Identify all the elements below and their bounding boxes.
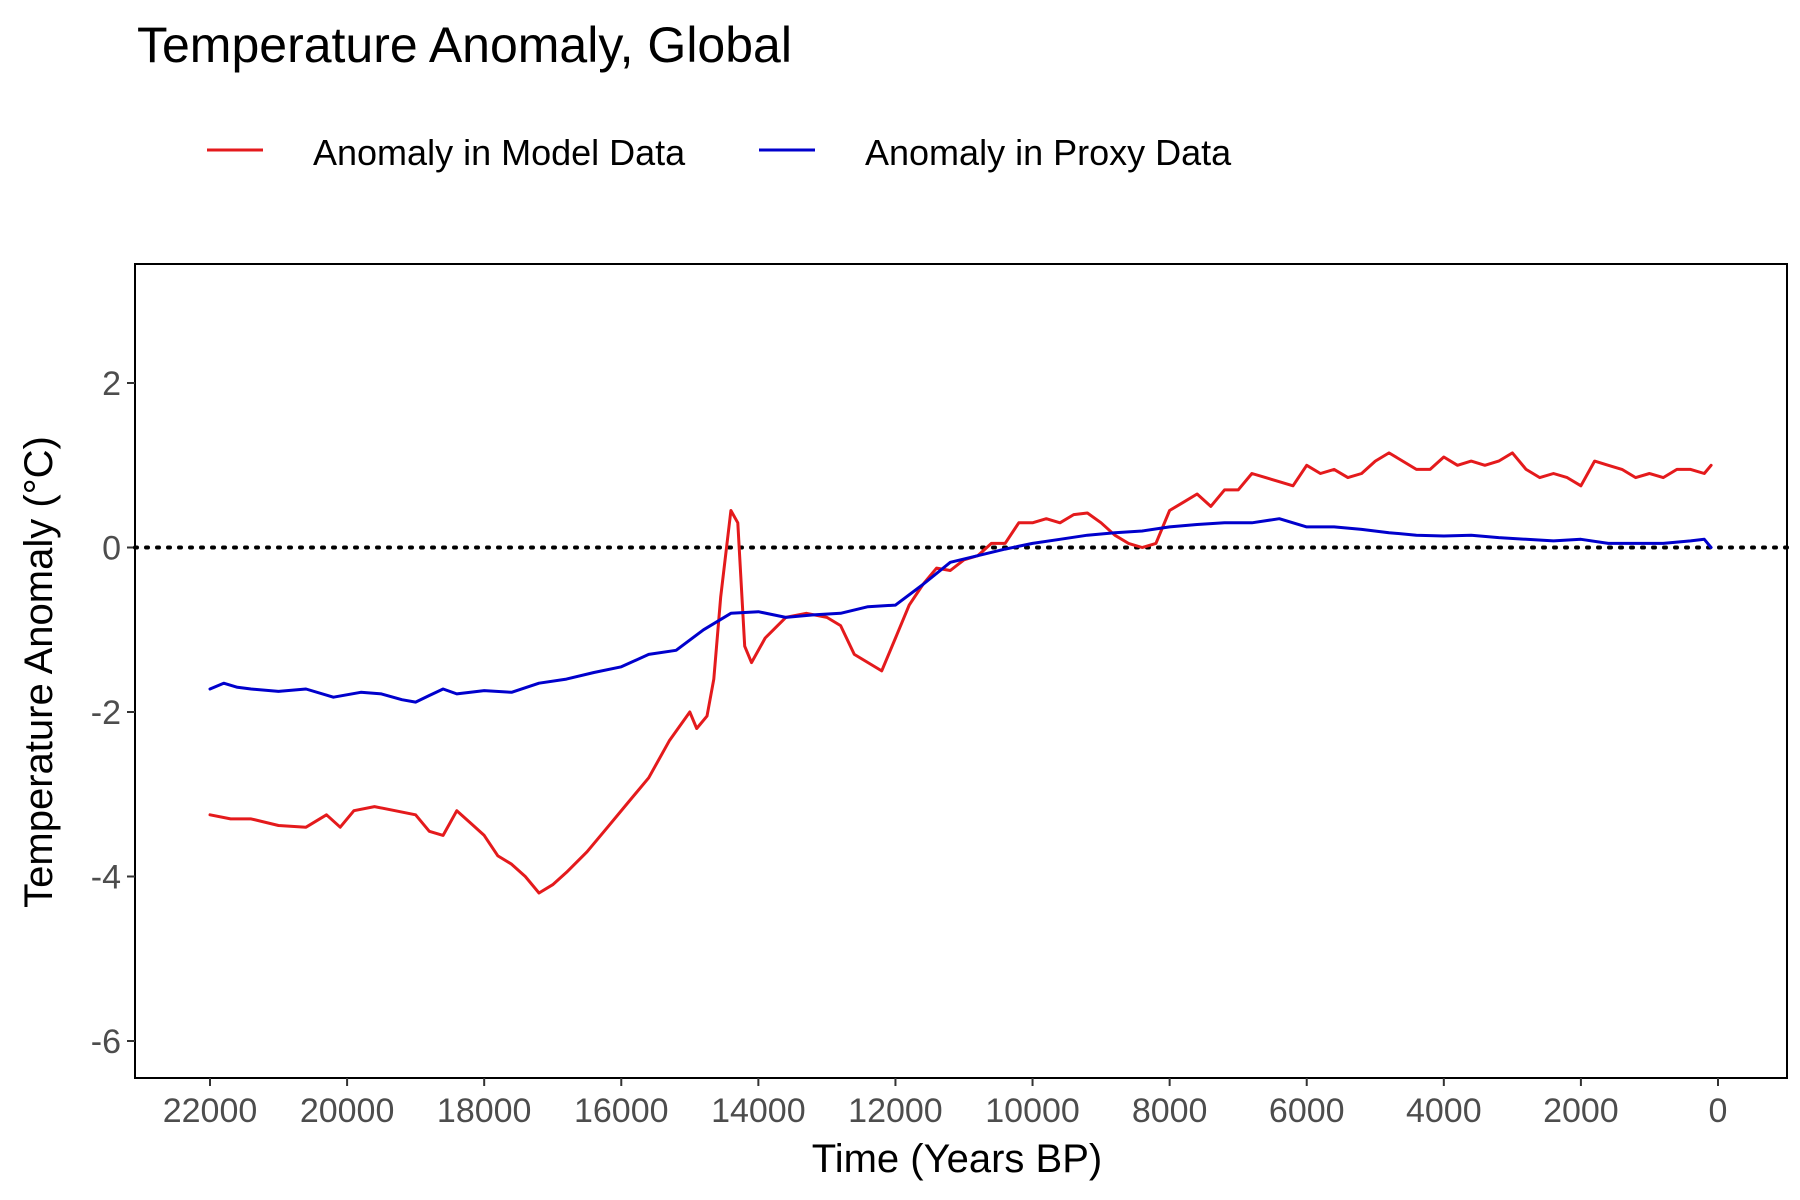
- plot-border: [134, 263, 1788, 1079]
- chart-title: Temperature Anomaly, Global: [137, 17, 792, 73]
- legend-label-model: Anomaly in Model Data: [313, 132, 686, 173]
- x-axis-title: Time (Years BP): [812, 1137, 1102, 1181]
- x-tick-label: 14000: [711, 1092, 806, 1130]
- legend-label-proxy: Anomaly in Proxy Data: [865, 132, 1232, 173]
- y-axis-title: Temperature Anomaly (°C): [17, 436, 61, 908]
- legend: Anomaly in Model Data Anomaly in Proxy D…: [207, 132, 1232, 173]
- x-tick-label: 10000: [985, 1092, 1080, 1130]
- x-tick-label: 2000: [1543, 1092, 1619, 1130]
- proxy-data-line: [208, 517, 1713, 704]
- x-tick-label: 20000: [300, 1092, 395, 1130]
- x-tick-label: 6000: [1269, 1092, 1345, 1130]
- y-tick-label: -2: [91, 694, 121, 732]
- x-tick-label: 12000: [848, 1092, 943, 1130]
- x-tick-label: 4000: [1406, 1092, 1482, 1130]
- x-tick-label: 8000: [1132, 1092, 1208, 1130]
- x-tick-label: 18000: [437, 1092, 532, 1130]
- y-tick-label: -4: [91, 859, 121, 897]
- x-tick-label: 16000: [574, 1092, 669, 1130]
- x-tick-label: 0: [1709, 1092, 1728, 1130]
- y-tick-label: -6: [91, 1023, 121, 1061]
- y-tick-label: 2: [102, 365, 121, 403]
- x-tick-label: 22000: [163, 1092, 258, 1130]
- model-data-line: [208, 451, 1713, 895]
- y-tick-label: 0: [102, 530, 121, 568]
